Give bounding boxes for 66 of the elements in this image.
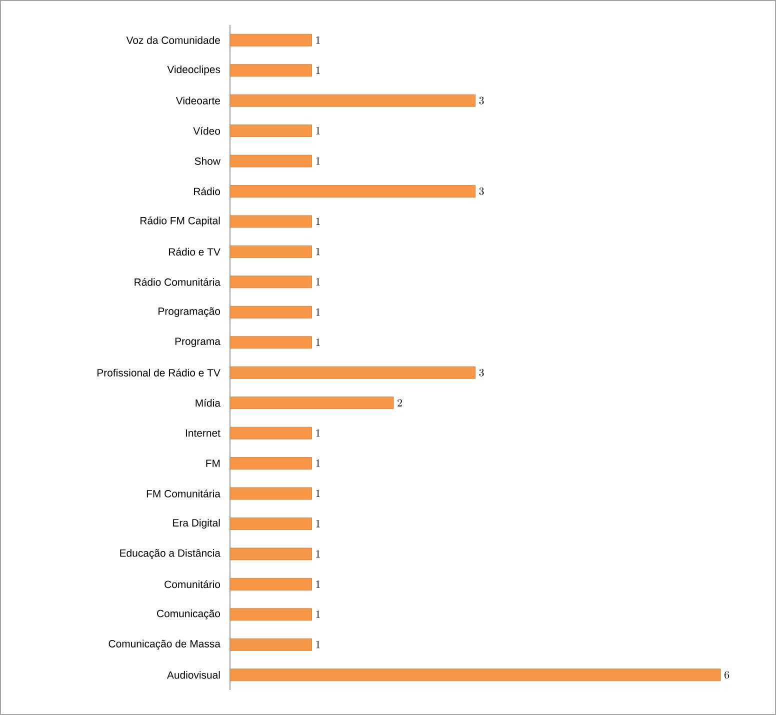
bar	[230, 366, 476, 379]
data-label: 1	[316, 520, 320, 528]
data-label: 1	[316, 429, 320, 437]
bar	[230, 185, 476, 198]
data-label: 2	[398, 399, 402, 406]
bar	[230, 548, 312, 560]
data-label: 1	[316, 308, 320, 316]
bar	[230, 518, 312, 530]
y-tick-label: Era Digital	[173, 518, 220, 529]
data-label: 1	[316, 127, 320, 134]
bar	[230, 426, 312, 440]
data-label: 1	[316, 278, 320, 286]
y-tick-label: Comunitário	[164, 580, 220, 588]
bar	[230, 94, 476, 107]
y-tick-label: Programação	[158, 307, 220, 318]
y-tick-label: Internet	[186, 429, 220, 437]
y-tick-label: Rádio Comunitária	[134, 278, 220, 286]
data-label: 1	[316, 490, 320, 498]
y-tick-label: FM	[206, 460, 220, 467]
bar	[230, 578, 312, 590]
y-tick-label: Mídia	[196, 398, 220, 407]
data-label: 3	[479, 368, 484, 376]
y-tick-label: Comunicação de Massa	[108, 640, 220, 650]
bar	[230, 276, 312, 288]
data-label: 6	[724, 671, 730, 679]
data-label: 1	[316, 610, 320, 618]
y-tick-label: Profissional de Rádio e TV	[97, 368, 220, 377]
data-label: 1	[316, 460, 320, 467]
bar	[230, 64, 312, 77]
y-tick-label: Rádio FM Capital	[140, 216, 220, 226]
data-label: 1	[316, 640, 320, 648]
data-label: 3	[479, 96, 484, 104]
bar	[230, 246, 312, 258]
data-label: 3	[479, 187, 484, 195]
y-tick-label: Rádio	[194, 187, 220, 196]
y-tick-label: Show	[194, 157, 220, 165]
bar	[230, 457, 312, 470]
bar	[230, 487, 312, 500]
data-label: 1	[316, 218, 320, 225]
bar	[230, 154, 312, 168]
y-tick-label: Comunicação	[157, 610, 220, 620]
y-tick-label: Rádio e TV	[169, 248, 220, 256]
y-tick-label: Vídeo	[193, 126, 220, 135]
data-label: 1	[316, 580, 320, 588]
y-tick-label: Programa	[175, 338, 220, 348]
y-tick-label: Audiovisual	[166, 671, 220, 679]
data-label: 1	[316, 36, 320, 44]
data-label: 1	[316, 248, 320, 256]
data-label: 1	[316, 338, 320, 346]
bar	[230, 638, 312, 651]
y-tick-label: FM Comunitária	[146, 490, 220, 498]
data-label: 1	[316, 66, 320, 74]
bar	[230, 668, 721, 682]
bar	[230, 34, 312, 46]
y-tick-label: Educação a Distância	[120, 549, 220, 559]
bar	[230, 306, 312, 318]
bar	[230, 215, 312, 228]
y-tick-label: Voz da Comunidade	[126, 36, 220, 44]
data-label: 1	[316, 157, 320, 165]
bar	[230, 608, 312, 621]
y-tick-label: Videoarte	[176, 96, 220, 104]
bar	[230, 336, 312, 349]
bar	[230, 124, 312, 137]
y-tick-label: Videoclipes	[167, 65, 220, 76]
bar	[230, 396, 394, 410]
data-label: 1	[316, 550, 320, 558]
